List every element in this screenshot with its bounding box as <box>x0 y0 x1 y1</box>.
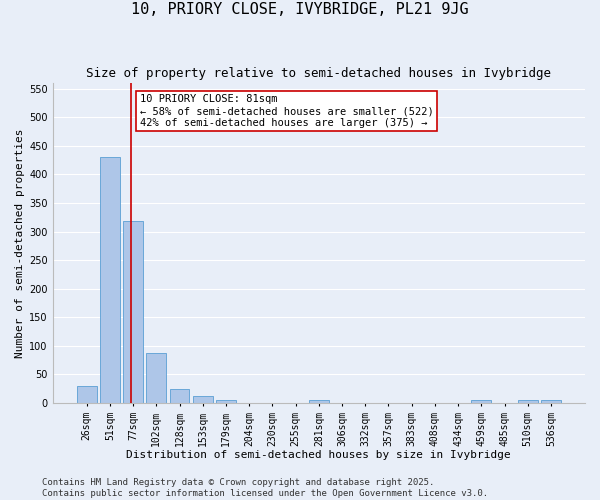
Text: 10 PRIORY CLOSE: 81sqm
← 58% of semi-detached houses are smaller (522)
42% of se: 10 PRIORY CLOSE: 81sqm ← 58% of semi-det… <box>140 94 434 128</box>
Title: Size of property relative to semi-detached houses in Ivybridge: Size of property relative to semi-detach… <box>86 68 551 80</box>
Bar <box>123 222 143 403</box>
Bar <box>472 400 491 403</box>
Text: Contains HM Land Registry data © Crown copyright and database right 2025.
Contai: Contains HM Land Registry data © Crown c… <box>42 478 488 498</box>
Bar <box>309 400 329 403</box>
Bar <box>518 400 538 403</box>
X-axis label: Distribution of semi-detached houses by size in Ivybridge: Distribution of semi-detached houses by … <box>127 450 511 460</box>
Bar <box>216 400 236 403</box>
Bar <box>100 158 120 403</box>
Bar <box>193 396 212 403</box>
Bar <box>77 386 97 403</box>
Bar <box>170 388 190 403</box>
Bar <box>541 400 561 403</box>
Y-axis label: Number of semi-detached properties: Number of semi-detached properties <box>15 128 25 358</box>
Text: 10, PRIORY CLOSE, IVYBRIDGE, PL21 9JG: 10, PRIORY CLOSE, IVYBRIDGE, PL21 9JG <box>131 2 469 18</box>
Bar <box>146 352 166 403</box>
